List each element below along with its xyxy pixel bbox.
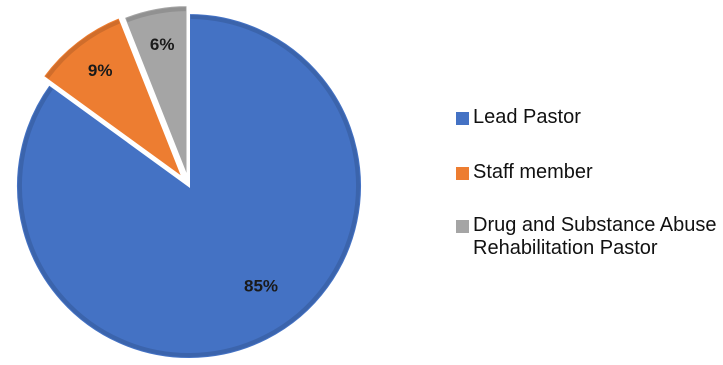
slice-lead-pastor-outline: [18, 15, 360, 357]
legend-label-staff-member: Staff member: [473, 161, 593, 183]
data-label-lead-pastor: 85%: [244, 276, 278, 295]
legend-item-staff-member: Staff member: [456, 161, 723, 184]
slice-staff-member: [41, 15, 186, 181]
legend-label-rehab-pastor: Drug and Substance Abuse Rehabilitation …: [473, 214, 717, 259]
legend-swatch-lead-pastor: [456, 112, 469, 125]
data-label-staff-member: 9%: [88, 61, 113, 80]
legend-swatch-staff-member: [456, 167, 469, 180]
slice-rehab-pastor: [122, 4, 189, 179]
slice-staff-member-outline: [45, 19, 120, 79]
legend: Lead Pastor Staff member Drug and Substa…: [456, 106, 723, 292]
pie-data-labels: 85% 9% 6%: [88, 35, 278, 295]
data-label-rehab-pastor: 6%: [150, 35, 175, 54]
legend-swatch-rehab-pastor: [456, 220, 469, 233]
pie-chart: 85% 9% 6%: [15, 4, 363, 360]
legend-item-lead-pastor: Lead Pastor: [456, 106, 723, 129]
slice-rehab-pastor-outline: [126, 7, 186, 23]
slice-lead-pastor: [15, 11, 363, 360]
legend-label-lead-pastor: Lead Pastor: [473, 106, 581, 128]
pie-slices: [15, 4, 363, 360]
legend-item-rehab-pastor: Drug and Substance Abuse Rehabilitation …: [456, 214, 723, 260]
